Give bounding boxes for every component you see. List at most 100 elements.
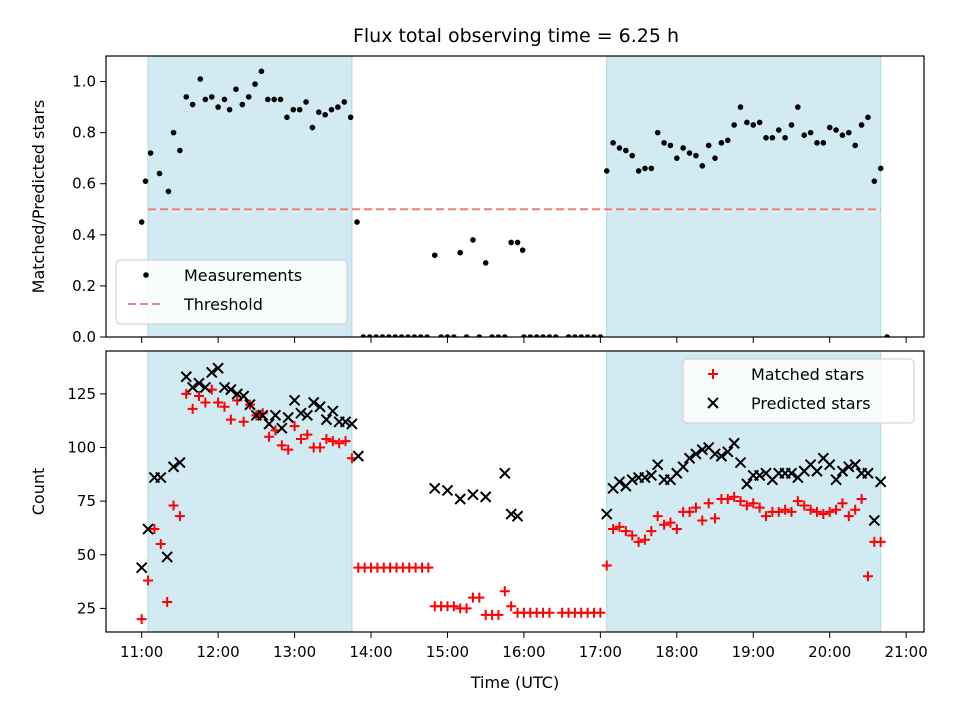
data-point: [741, 478, 753, 490]
data-point: [646, 526, 657, 537]
data-point: [811, 506, 822, 517]
data-point: [715, 450, 728, 462]
data-point: [360, 334, 367, 337]
data-point: [616, 145, 623, 151]
data-point: [167, 461, 180, 473]
data-point: [521, 334, 527, 337]
data-point: [277, 96, 284, 103]
data-point: [187, 403, 198, 414]
data-point: [877, 165, 884, 172]
data-point: [258, 68, 265, 75]
data-point: [366, 334, 373, 337]
data-point: [320, 413, 333, 426]
y-axis-label: Count: [29, 468, 48, 516]
data-point: [276, 422, 288, 434]
data-point: [165, 188, 172, 195]
data-point: [824, 458, 836, 471]
data-point: [544, 607, 555, 618]
data-point: [174, 511, 185, 522]
data-point: [626, 473, 638, 486]
y-tick-label: 0.6: [72, 175, 96, 193]
x-tick-label: 20:00: [808, 643, 851, 661]
data-point: [608, 524, 619, 535]
data-point: [677, 461, 689, 473]
bottom-panel: 25 50 75 100 125 11:00 12:00 13:00 14:00 15:00 16:…: [29, 350, 928, 692]
data-point: [527, 334, 534, 337]
data-point: [786, 506, 797, 517]
data-point: [667, 142, 674, 149]
data-point: [269, 409, 282, 422]
data-point: [284, 114, 290, 121]
data-point: [489, 334, 495, 337]
data-point: [703, 498, 714, 509]
data-point: [846, 129, 852, 136]
data-point: [728, 437, 740, 449]
data-point: [461, 603, 472, 614]
x-tick-label: 16:00: [502, 643, 545, 661]
data-point: [795, 104, 801, 110]
x-tick-label: 12:00: [197, 643, 240, 661]
data-point: [671, 524, 682, 535]
data-point: [597, 334, 604, 337]
legend-marker: [708, 369, 718, 379]
x-axis-label: Time (UTC): [470, 673, 559, 692]
data-point: [699, 163, 706, 169]
data-point: [511, 510, 524, 522]
data-point: [301, 409, 314, 422]
data-point: [424, 334, 430, 337]
data-point: [327, 405, 339, 417]
data-point: [546, 334, 553, 337]
data-point: [239, 101, 246, 108]
data-point: [505, 508, 517, 520]
data-point: [792, 496, 803, 507]
y-tick-label: 0.2: [72, 277, 96, 295]
data-point: [712, 155, 718, 161]
data-point: [756, 119, 763, 126]
data-point: [843, 461, 855, 473]
data-point: [373, 334, 379, 337]
series-matched-stars: [136, 384, 886, 625]
legend: Measurements Threshold: [115, 259, 348, 325]
data-point: [642, 165, 648, 172]
data-point: [839, 132, 846, 138]
data-point: [651, 458, 664, 471]
data-point: [252, 81, 258, 87]
data-point: [540, 334, 546, 337]
data-point: [392, 334, 399, 337]
data-point: [143, 575, 154, 586]
data-point: [352, 450, 364, 462]
data-point: [354, 219, 360, 225]
data-point: [265, 96, 271, 103]
data-point: [303, 99, 309, 105]
data-point: [684, 506, 695, 517]
data-point: [824, 506, 835, 517]
data-point: [724, 137, 731, 144]
data-point: [423, 562, 434, 573]
data-point: [722, 494, 733, 505]
data-point: [405, 334, 411, 337]
data-point: [199, 381, 212, 394]
data-point: [731, 122, 737, 128]
y-tick-label: 1.0: [72, 73, 96, 91]
data-point: [457, 249, 464, 256]
data-point: [690, 448, 702, 460]
data-point: [155, 471, 167, 484]
data-point: [858, 122, 865, 128]
data-point: [769, 134, 776, 141]
data-point: [734, 456, 747, 469]
x-tick-label: 13:00: [273, 643, 316, 661]
data-point: [212, 362, 224, 374]
data-point: [836, 465, 849, 477]
data-point: [862, 571, 873, 582]
data-point: [431, 252, 438, 259]
data-point: [276, 440, 287, 451]
data-point: [610, 140, 616, 146]
data-point: [623, 147, 629, 154]
data-point: [850, 504, 861, 515]
legend: Matched stars Predicted stars: [682, 358, 915, 424]
y-tick-label: 0.8: [72, 124, 96, 142]
data-point: [138, 219, 145, 225]
data-point: [710, 513, 721, 524]
data-point: [683, 452, 696, 464]
